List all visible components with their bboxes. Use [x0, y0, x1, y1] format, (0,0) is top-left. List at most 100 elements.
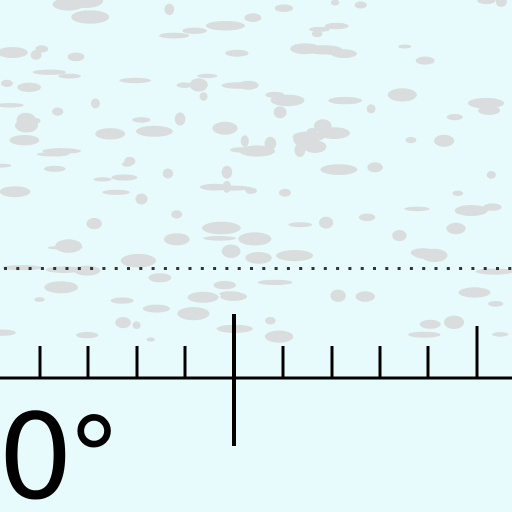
speckle	[405, 137, 417, 144]
degree-scale	[0, 314, 512, 446]
reference-dot	[40, 267, 44, 270]
speckle	[225, 49, 249, 57]
speckle	[367, 162, 383, 173]
speckle	[311, 30, 323, 38]
speckle	[32, 69, 67, 75]
speckle	[52, 0, 85, 11]
speckle	[398, 44, 412, 49]
speckle	[419, 319, 441, 329]
reference-dot	[397, 267, 401, 270]
speckle	[58, 73, 81, 79]
speckle	[257, 279, 293, 286]
speckle	[132, 117, 151, 123]
reference-dot	[28, 267, 32, 270]
speckle	[330, 289, 346, 302]
speckle	[444, 315, 465, 329]
reference-dot	[225, 267, 229, 270]
speckle	[278, 188, 291, 197]
speckle	[90, 98, 100, 109]
speckle	[171, 210, 183, 219]
speckle	[239, 145, 276, 157]
speckle	[273, 106, 287, 119]
reference-dot	[4, 267, 7, 270]
speckle	[0, 329, 16, 336]
speckle	[330, 0, 340, 6]
speckle	[452, 190, 464, 197]
speckle	[34, 297, 45, 302]
speckle	[0, 103, 24, 108]
speckle	[404, 206, 430, 212]
speckle	[135, 125, 173, 137]
speckle	[119, 77, 152, 84]
reference-dot	[200, 267, 204, 270]
reference-dot	[188, 267, 192, 270]
speckle	[52, 107, 64, 116]
reference-dot	[471, 267, 475, 270]
speckle	[142, 304, 170, 313]
reference-dot	[299, 267, 303, 270]
speckle	[44, 281, 78, 294]
reference-dot	[65, 267, 69, 270]
speckle	[274, 4, 294, 12]
reference-dot	[348, 267, 352, 270]
speckle	[265, 316, 276, 325]
speckle	[93, 177, 112, 182]
speckle	[355, 291, 375, 302]
reference-dot	[446, 267, 450, 270]
speckle	[309, 26, 330, 32]
speckle	[434, 134, 455, 147]
speckle	[81, 10, 92, 15]
reference-dot	[323, 267, 327, 270]
reference-dot	[127, 267, 130, 270]
speckle	[67, 52, 85, 62]
reference-dot	[16, 267, 20, 270]
reference-dot	[176, 267, 180, 270]
speckle	[146, 337, 155, 342]
speckle	[9, 135, 40, 146]
speckle	[76, 331, 99, 339]
speckle	[202, 221, 241, 235]
reference-dot	[409, 267, 413, 270]
speckle	[199, 92, 208, 101]
speckle	[221, 82, 255, 89]
reference-dot	[163, 267, 167, 270]
speckle	[135, 193, 148, 205]
degree-symbol: °	[67, 395, 121, 512]
reference-dot	[508, 267, 512, 270]
speckle	[163, 233, 190, 246]
speckle	[486, 171, 496, 179]
reference-dot	[459, 267, 463, 270]
speckle	[205, 20, 245, 31]
speckle	[120, 253, 157, 268]
speckle	[238, 232, 272, 246]
reference-dot	[373, 267, 376, 270]
speckle	[115, 317, 131, 329]
degree-value: 0	[0, 388, 73, 512]
speckle	[174, 112, 186, 126]
speckle	[319, 216, 334, 229]
speckle	[483, 203, 502, 211]
speckle	[366, 104, 376, 114]
reference-dot	[102, 267, 106, 270]
speckle	[187, 291, 219, 303]
speckle	[221, 244, 241, 258]
reference-dot	[213, 267, 217, 270]
speckle	[446, 113, 463, 121]
speckle	[197, 73, 218, 79]
speckle	[44, 165, 66, 172]
speckle	[95, 128, 126, 140]
speckle	[244, 13, 262, 23]
speckle	[264, 330, 294, 343]
dotted-reference-line	[4, 267, 512, 270]
speckle	[358, 213, 376, 222]
speckle	[176, 82, 193, 88]
speckle	[387, 88, 417, 102]
reference-dot	[483, 267, 487, 270]
speckle	[354, 1, 367, 9]
speckle	[324, 22, 349, 30]
speckle	[477, 0, 496, 5]
speckle	[132, 321, 141, 330]
speckle	[307, 127, 318, 134]
speckle	[328, 96, 362, 105]
